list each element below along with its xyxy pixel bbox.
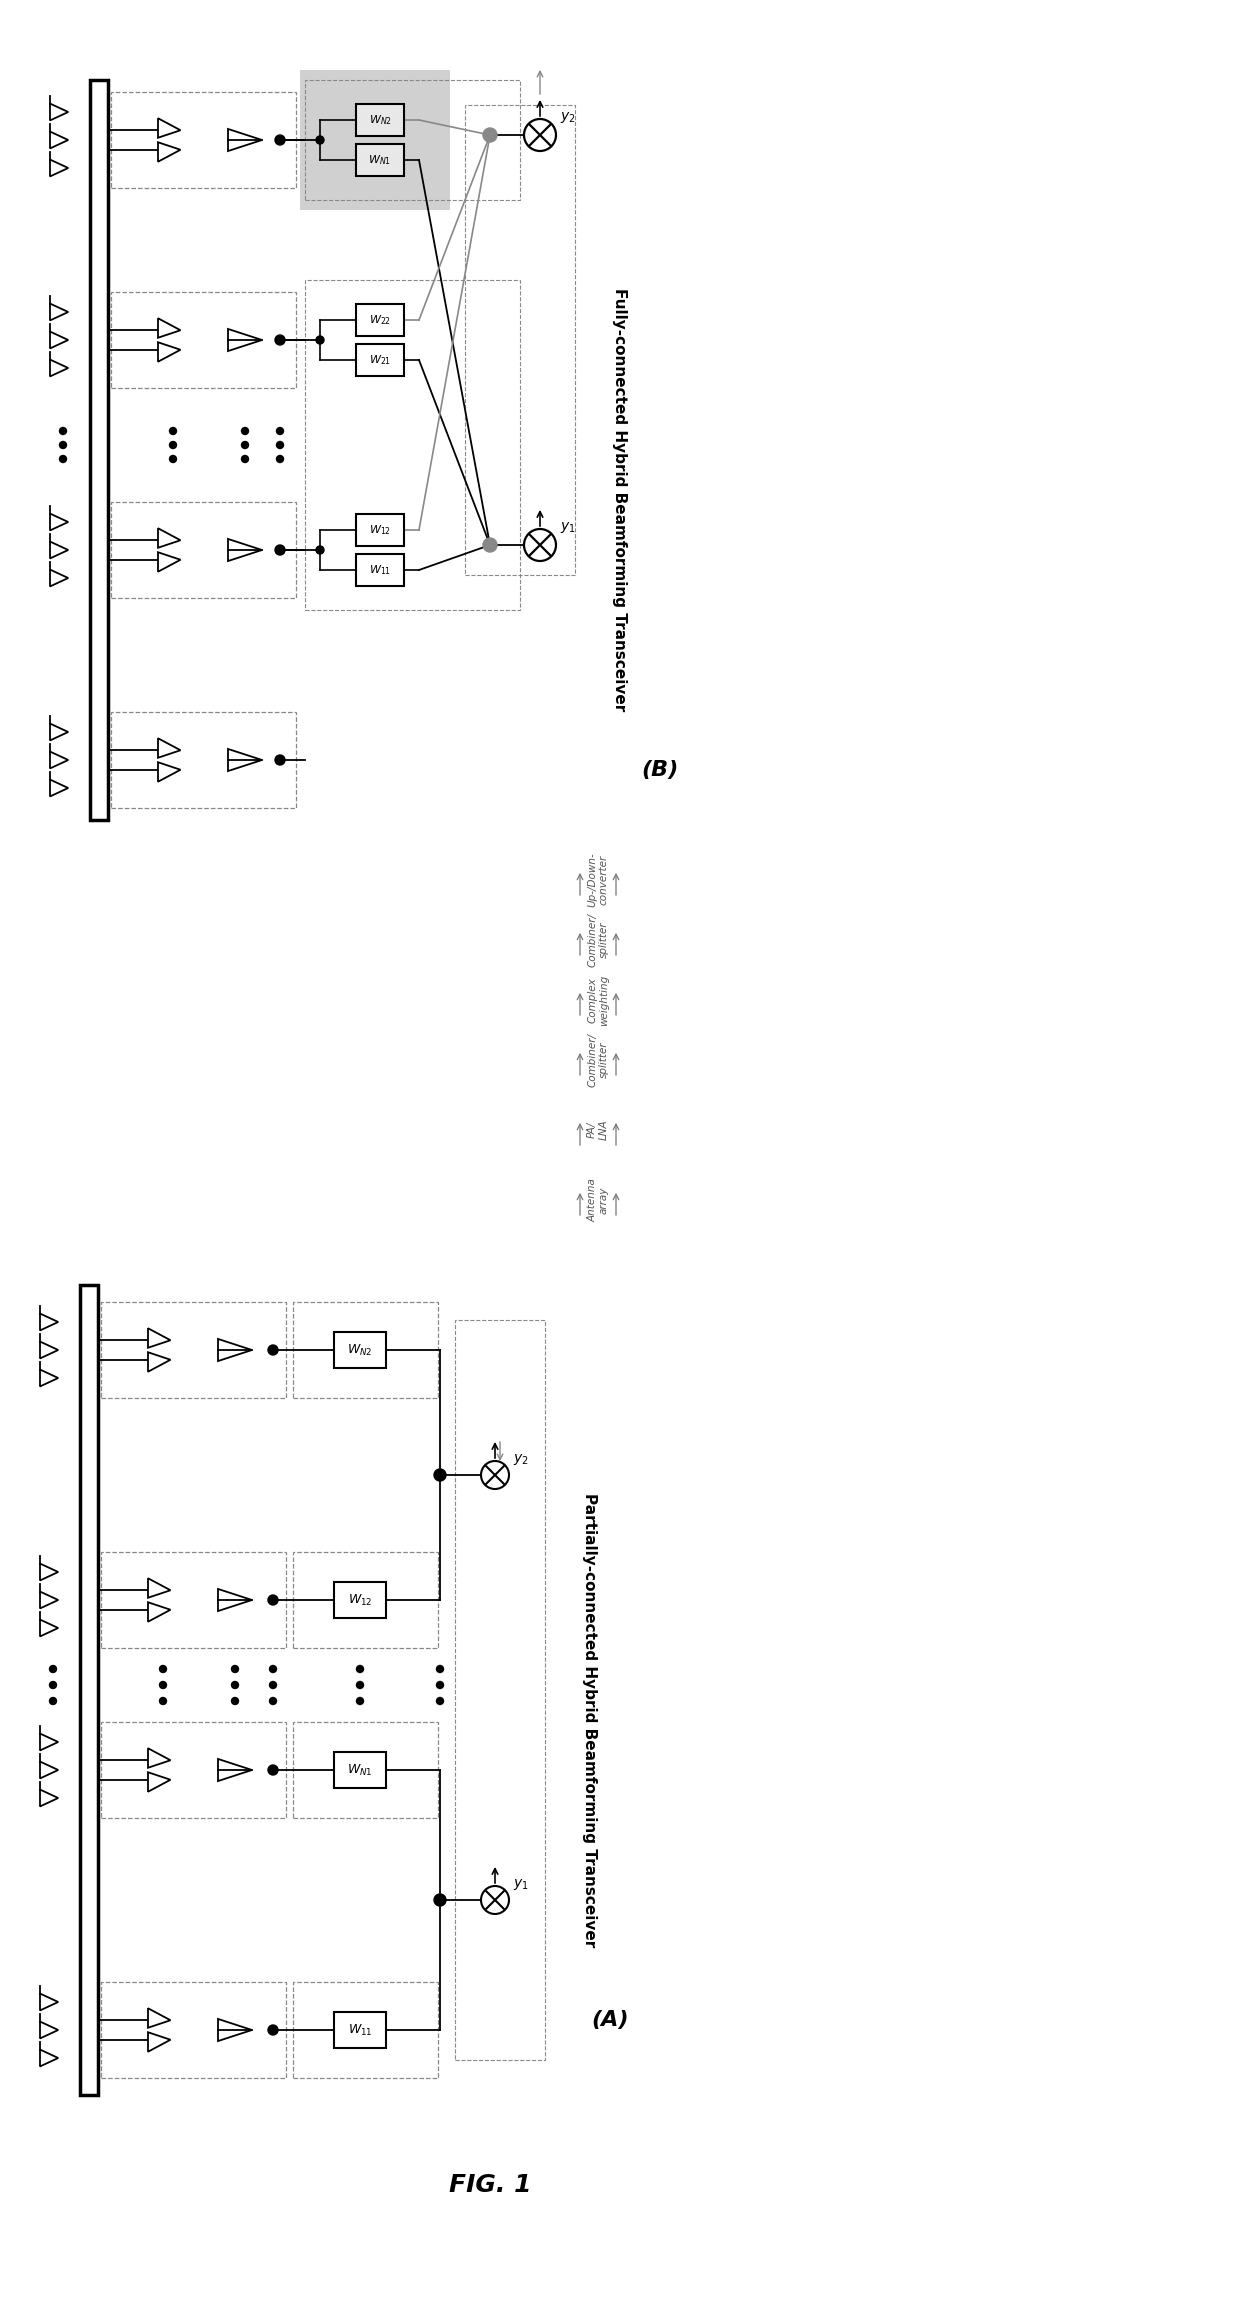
Text: $W_{22}$: $W_{22}$ [370,313,391,327]
Bar [112,501,296,598]
Text: Partially-connected Hybrid Beamforming Transceiver: Partially-connected Hybrid Beamforming T… [583,1493,598,1948]
Circle shape [232,1697,238,1704]
Bar [112,292,296,389]
Circle shape [50,1697,57,1704]
Text: Fully-connected Hybrid Beamforming Transceiver: Fully-connected Hybrid Beamforming Trans… [613,288,627,711]
Bar [91,81,108,821]
Text: $W_{21}$: $W_{21}$ [370,354,391,368]
Text: Combiner/
splitter: Combiner/ splitter [588,913,609,966]
Circle shape [275,545,285,554]
Circle shape [436,1665,444,1672]
Bar [112,713,296,807]
Text: $W_{N2}$: $W_{N2}$ [368,113,392,126]
Circle shape [269,1697,277,1704]
Circle shape [170,455,176,462]
Circle shape [275,136,285,145]
Circle shape [170,428,176,435]
Circle shape [357,1697,363,1704]
Circle shape [484,538,497,552]
Text: PA/
LNA: PA/ LNA [588,1120,609,1141]
Text: Complex
weighting: Complex weighting [588,975,609,1026]
Bar [100,1983,286,2077]
Circle shape [357,1665,363,1672]
Circle shape [316,336,324,345]
Text: $W_{N2}$: $W_{N2}$ [347,1343,373,1357]
Circle shape [268,2024,278,2036]
Text: $W_{12}$: $W_{12}$ [370,522,391,536]
Bar [100,1302,286,1398]
Bar [293,1552,438,1649]
Circle shape [484,129,497,143]
Bar [356,554,404,586]
Circle shape [232,1665,238,1672]
Circle shape [50,1665,57,1672]
Circle shape [434,1893,446,1907]
Bar [334,1753,386,1787]
Text: Up-/Down-
converter: Up-/Down- converter [588,853,609,908]
Text: $W_{N1}$: $W_{N1}$ [368,154,392,168]
Bar [455,1320,546,2061]
Bar [356,345,404,375]
Circle shape [316,136,324,145]
Circle shape [269,1665,277,1672]
Bar [100,1552,286,1649]
Bar [305,281,520,610]
Circle shape [268,1594,278,1605]
Circle shape [170,442,176,448]
Bar [334,1332,386,1368]
Bar [356,104,404,136]
Bar [112,92,296,189]
Bar [465,106,575,575]
Text: FIG. 1: FIG. 1 [449,2174,531,2196]
Circle shape [60,428,67,435]
Circle shape [357,1681,363,1688]
Circle shape [160,1681,166,1688]
Bar [300,69,450,209]
Circle shape [277,455,284,462]
Bar [356,513,404,545]
Bar [100,1723,286,1817]
Text: Antenna
array: Antenna array [588,1178,609,1221]
Bar [293,1723,438,1817]
Bar [334,1582,386,1617]
Text: $y_1$: $y_1$ [513,1877,528,1893]
Circle shape [436,1697,444,1704]
Text: $W_{N1}$: $W_{N1}$ [347,1762,373,1778]
Text: Combiner/
splitter: Combiner/ splitter [588,1033,609,1088]
Text: $W_{11}$: $W_{11}$ [370,564,391,577]
Circle shape [60,455,67,462]
Bar [81,1286,98,2095]
Circle shape [436,1681,444,1688]
Text: $y_1$: $y_1$ [560,520,575,536]
Circle shape [242,455,248,462]
Text: (B): (B) [641,759,678,780]
Text: $W_{12}$: $W_{12}$ [347,1592,372,1608]
Text: $y_2$: $y_2$ [560,110,575,124]
Bar [305,81,520,200]
Text: $y_2$: $y_2$ [513,1451,528,1467]
Circle shape [275,336,285,345]
Circle shape [268,1764,278,1776]
Circle shape [277,442,284,448]
Circle shape [268,1346,278,1355]
Bar [356,304,404,336]
Circle shape [269,1681,277,1688]
Text: (A): (A) [591,2010,629,2031]
Circle shape [232,1681,238,1688]
Bar [293,1983,438,2077]
Circle shape [242,428,248,435]
Circle shape [277,428,284,435]
Bar [293,1302,438,1398]
Circle shape [316,545,324,554]
Circle shape [50,1681,57,1688]
Circle shape [60,442,67,448]
Circle shape [434,1470,446,1481]
Circle shape [275,754,285,766]
Circle shape [160,1665,166,1672]
Text: $W_{11}$: $W_{11}$ [347,2022,372,2038]
Bar [334,2012,386,2047]
Circle shape [160,1697,166,1704]
Circle shape [242,442,248,448]
Bar [356,145,404,177]
